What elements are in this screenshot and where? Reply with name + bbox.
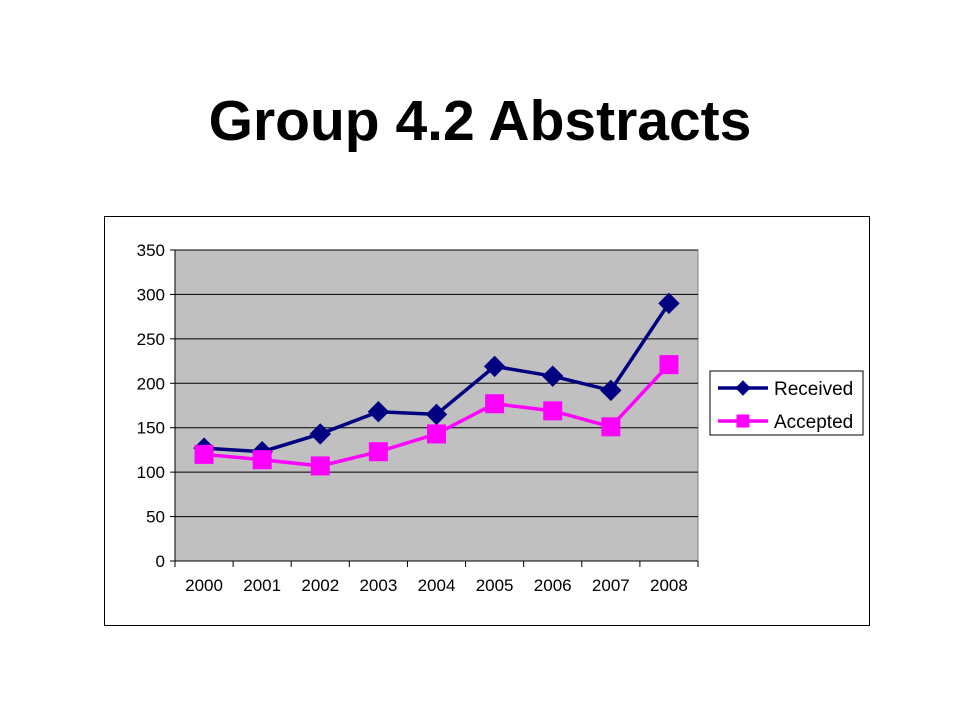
x-tick-label: 2006 xyxy=(534,576,572,595)
data-point-received xyxy=(542,365,564,387)
x-tick-label: 2005 xyxy=(476,576,514,595)
data-point-accepted xyxy=(252,450,272,470)
x-tick-label: 2001 xyxy=(243,576,281,595)
data-point-received xyxy=(309,423,331,445)
y-tick-label: 150 xyxy=(137,419,165,438)
x-tick-label: 2004 xyxy=(418,576,456,595)
y-tick-label: 300 xyxy=(137,285,165,304)
data-point-received xyxy=(483,355,506,378)
y-tick-label: 100 xyxy=(137,463,165,482)
y-tick-label: 50 xyxy=(146,508,165,527)
legend-label-accepted: Accepted xyxy=(774,412,853,433)
data-point-accepted xyxy=(601,417,621,437)
legend-box xyxy=(709,370,864,436)
line-chart: 0 50 100 150 200 250 300 350 2000 2001 2002 2003 200… xyxy=(137,241,864,595)
data-point-accepted xyxy=(310,456,330,476)
data-point-received xyxy=(425,403,448,426)
y-tick-label: 250 xyxy=(137,330,165,349)
data-point-accepted xyxy=(194,444,214,464)
slide-title: Group 4.2 Abstracts xyxy=(208,89,752,153)
x-tick-label: 2008 xyxy=(650,576,688,595)
chart-frame: 0 50 100 150 200 250 300 350 2000 2001 2002 2003 200… xyxy=(104,216,870,626)
data-point-accepted xyxy=(368,442,388,462)
x-tick-label: 2007 xyxy=(592,576,630,595)
data-point-accepted xyxy=(659,355,679,375)
y-tick-label: 0 xyxy=(156,552,165,571)
legend-marker-received xyxy=(735,380,751,396)
data-point-received xyxy=(600,379,622,402)
x-tick-label: 2000 xyxy=(185,576,223,595)
y-tick-label: 350 xyxy=(137,241,165,260)
data-point-received xyxy=(367,401,390,423)
data-point-accepted xyxy=(485,394,505,414)
legend-label-received: Received xyxy=(774,379,853,400)
y-tick-label: 200 xyxy=(137,374,165,393)
data-point-accepted xyxy=(427,424,446,444)
data-point-received xyxy=(658,292,680,315)
x-tick-label: 2003 xyxy=(359,576,397,595)
data-point-accepted xyxy=(543,401,563,421)
legend-marker-accepted xyxy=(736,414,750,428)
x-tick-label: 2002 xyxy=(301,576,339,595)
